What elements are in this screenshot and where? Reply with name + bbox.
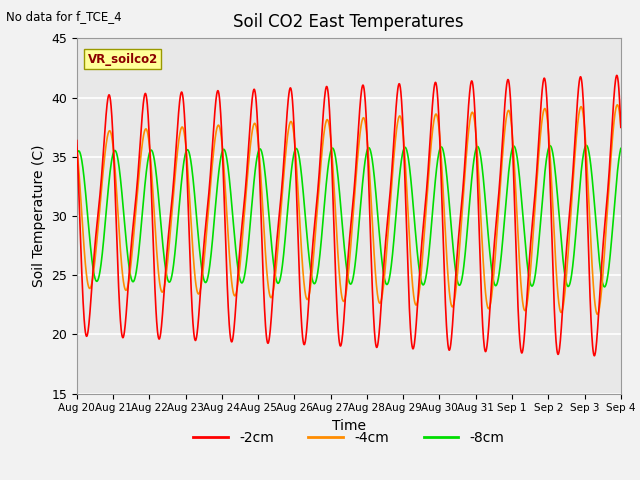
X-axis label: Time: Time	[332, 419, 366, 433]
Legend: -2cm, -4cm, -8cm: -2cm, -4cm, -8cm	[188, 425, 510, 451]
Y-axis label: Soil Temperature (C): Soil Temperature (C)	[31, 145, 45, 287]
Text: VR_soilco2: VR_soilco2	[88, 53, 158, 66]
Text: No data for f_TCE_4: No data for f_TCE_4	[6, 10, 122, 23]
Title: Soil CO2 East Temperatures: Soil CO2 East Temperatures	[234, 13, 464, 31]
